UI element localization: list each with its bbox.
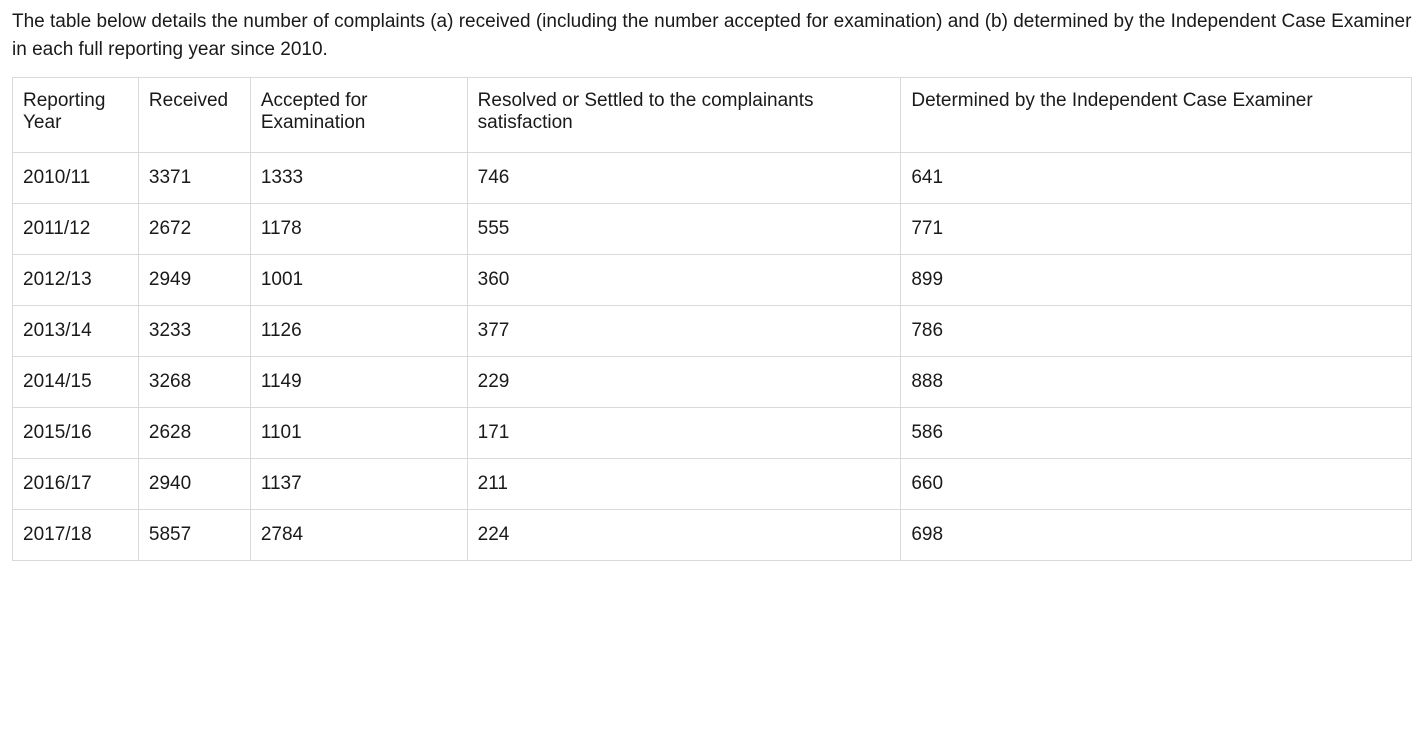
cell-year: 2013/14 — [13, 306, 139, 357]
cell-accepted: 1101 — [250, 408, 467, 459]
cell-year: 2011/12 — [13, 204, 139, 255]
cell-year: 2017/18 — [13, 510, 139, 561]
table-row: 2013/14 3233 1126 377 786 — [13, 306, 1412, 357]
cell-determined: 641 — [901, 153, 1412, 204]
cell-received: 3233 — [138, 306, 250, 357]
cell-resolved: 555 — [467, 204, 901, 255]
cell-received: 2940 — [138, 459, 250, 510]
cell-received: 2628 — [138, 408, 250, 459]
table-row: 2016/17 2940 1137 211 660 — [13, 459, 1412, 510]
table-row: 2015/16 2628 1101 171 586 — [13, 408, 1412, 459]
cell-resolved: 360 — [467, 255, 901, 306]
table-row: 2011/12 2672 1178 555 771 — [13, 204, 1412, 255]
cell-accepted: 1137 — [250, 459, 467, 510]
col-header-received: Received — [138, 78, 250, 153]
col-header-accepted: Accepted for Examination — [250, 78, 467, 153]
cell-determined: 786 — [901, 306, 1412, 357]
cell-received: 2949 — [138, 255, 250, 306]
cell-year: 2010/11 — [13, 153, 139, 204]
cell-year: 2014/15 — [13, 357, 139, 408]
cell-resolved: 229 — [467, 357, 901, 408]
cell-resolved: 171 — [467, 408, 901, 459]
cell-year: 2016/17 — [13, 459, 139, 510]
cell-accepted: 1178 — [250, 204, 467, 255]
cell-year: 2012/13 — [13, 255, 139, 306]
cell-resolved: 377 — [467, 306, 901, 357]
table-row: 2014/15 3268 1149 229 888 — [13, 357, 1412, 408]
cell-accepted: 2784 — [250, 510, 467, 561]
cell-accepted: 1001 — [250, 255, 467, 306]
table-header-row: Reporting Year Received Accepted for Exa… — [13, 78, 1412, 153]
table-row: 2017/18 5857 2784 224 698 — [13, 510, 1412, 561]
intro-paragraph: The table below details the number of co… — [12, 8, 1412, 63]
cell-resolved: 211 — [467, 459, 901, 510]
cell-determined: 586 — [901, 408, 1412, 459]
col-header-resolved: Resolved or Settled to the complainants … — [467, 78, 901, 153]
cell-resolved: 224 — [467, 510, 901, 561]
cell-determined: 698 — [901, 510, 1412, 561]
cell-determined: 899 — [901, 255, 1412, 306]
cell-resolved: 746 — [467, 153, 901, 204]
table-row: 2012/13 2949 1001 360 899 — [13, 255, 1412, 306]
cell-accepted: 1149 — [250, 357, 467, 408]
cell-year: 2015/16 — [13, 408, 139, 459]
cell-received: 3371 — [138, 153, 250, 204]
cell-determined: 660 — [901, 459, 1412, 510]
cell-received: 5857 — [138, 510, 250, 561]
cell-accepted: 1126 — [250, 306, 467, 357]
cell-received: 3268 — [138, 357, 250, 408]
complaints-table: Reporting Year Received Accepted for Exa… — [12, 77, 1412, 561]
table-row: 2010/11 3371 1333 746 641 — [13, 153, 1412, 204]
cell-determined: 771 — [901, 204, 1412, 255]
col-header-reporting-year: Reporting Year — [13, 78, 139, 153]
cell-accepted: 1333 — [250, 153, 467, 204]
cell-received: 2672 — [138, 204, 250, 255]
col-header-determined: Determined by the Independent Case Exami… — [901, 78, 1412, 153]
table-body: 2010/11 3371 1333 746 641 2011/12 2672 1… — [13, 153, 1412, 561]
cell-determined: 888 — [901, 357, 1412, 408]
